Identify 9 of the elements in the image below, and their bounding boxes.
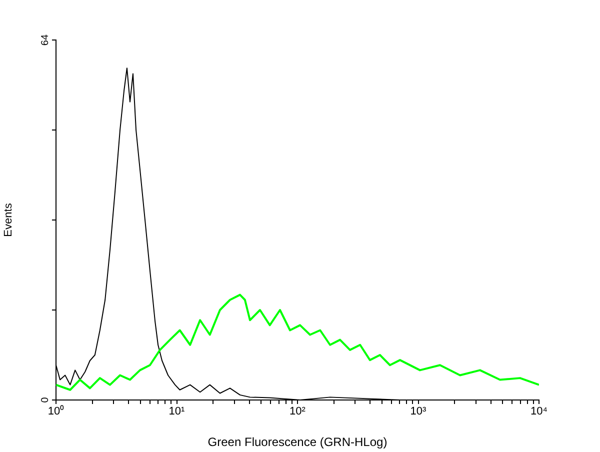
y-axis-title: Events (2, 202, 15, 237)
y-tick-label: 0 (40, 396, 51, 403)
x-tick-label: 10⁰ (48, 404, 64, 418)
y-tick-label: 64 (40, 34, 51, 46)
x-tick-label: 10³ (410, 406, 427, 418)
x-axis-title: Green Fluorescence (GRN-HLog) (208, 435, 388, 450)
x-tick-label: 10⁴ (530, 406, 548, 418)
x-tick-label: 10¹ (168, 406, 186, 418)
x-tick-label: 10² (290, 406, 306, 418)
